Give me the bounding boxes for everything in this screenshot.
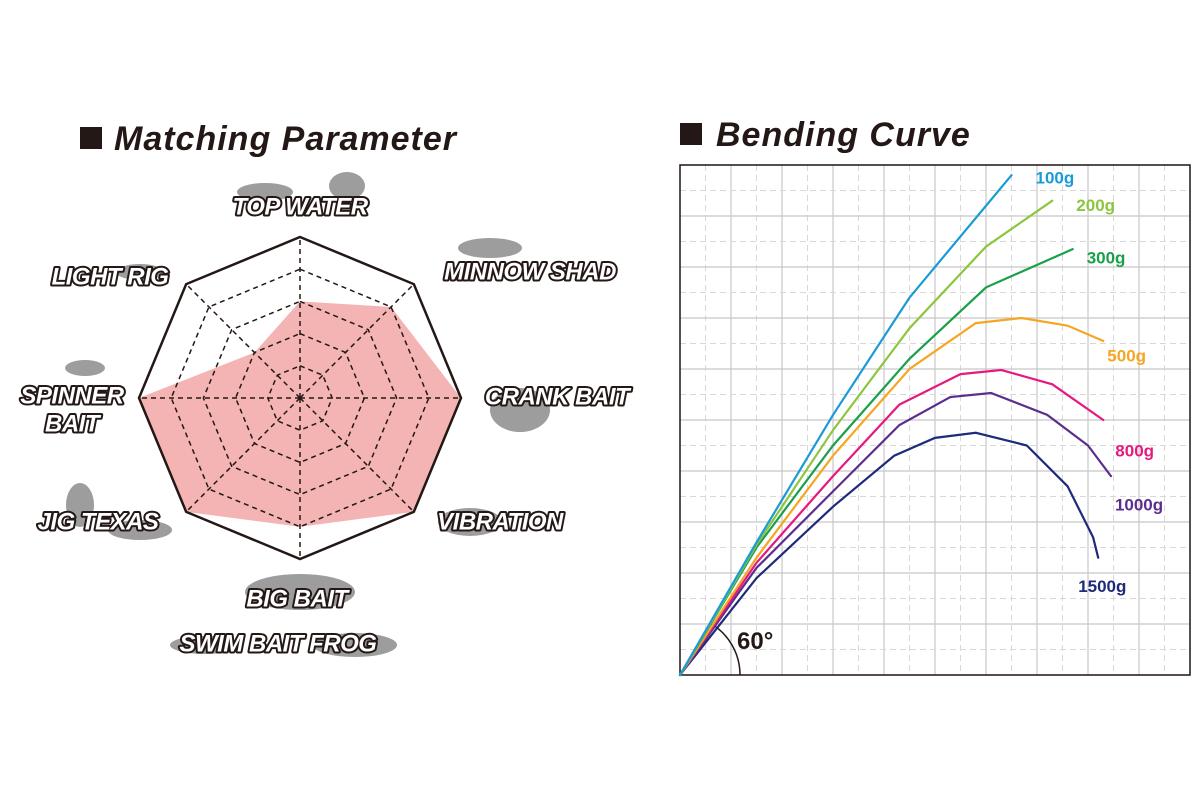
axis-label: LIGHT RIG <box>52 263 169 290</box>
chart-title: Matching Parameter <box>114 120 458 158</box>
axis-label: CRANK BAIT <box>485 383 632 410</box>
radar-ring <box>137 235 463 561</box>
lure-silhouettes <box>65 172 550 657</box>
series-line <box>678 431 1100 677</box>
chart-title: Bending Curve <box>716 116 971 154</box>
radar-area <box>139 301 461 527</box>
axis-label: MINNOW SHAD <box>444 258 616 285</box>
title-marker <box>680 123 702 145</box>
annotation: 60° <box>737 628 773 655</box>
axis-label: BAIT <box>45 410 102 437</box>
radar-ring <box>234 332 366 464</box>
series-line <box>678 391 1113 677</box>
series-label: 200g <box>1076 196 1115 215</box>
series-label: 500g <box>1107 346 1146 365</box>
radar-ring <box>170 268 430 528</box>
axis-label: TOP WATER <box>232 193 368 220</box>
series-label: 800g <box>1115 441 1154 460</box>
axis-label: SWIM BAIT FROG <box>180 630 377 657</box>
series-label: 100g <box>1036 169 1075 188</box>
series-label: 1000g <box>1115 496 1163 515</box>
axis-label: SPINNER <box>20 382 124 409</box>
series-line <box>678 316 1105 677</box>
series-line <box>678 368 1105 677</box>
axis-label: VIBRATION <box>437 508 564 535</box>
plot-frame <box>679 164 1191 676</box>
axis-label: JIG TEXAS <box>38 508 159 535</box>
series-line <box>678 174 1013 677</box>
series-label: 300g <box>1087 249 1126 268</box>
radar-ring <box>266 364 334 432</box>
series-label: 1500g <box>1078 577 1126 596</box>
title-marker <box>80 127 102 149</box>
axis-label: BIG BAIT <box>246 585 350 612</box>
